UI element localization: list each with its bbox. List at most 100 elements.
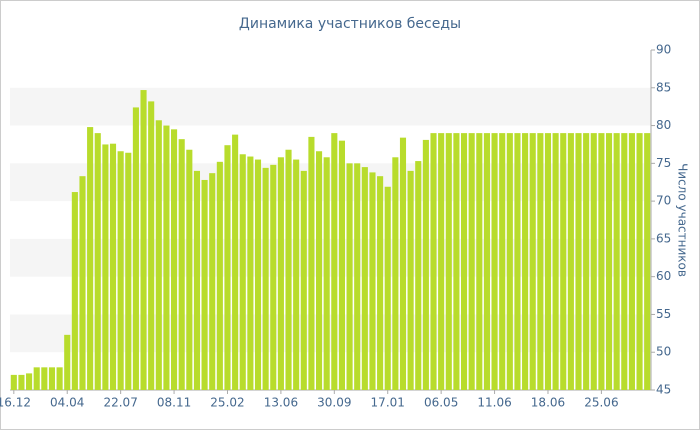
bar	[483, 133, 490, 390]
bar	[453, 133, 460, 390]
x-tick-label: 08.11	[157, 396, 191, 410]
y-tick-label: 50	[656, 345, 671, 359]
x-tick-label: 25.02	[210, 396, 244, 410]
bar	[392, 157, 399, 390]
bar	[407, 170, 414, 390]
bar	[491, 133, 498, 390]
bar	[71, 192, 78, 390]
bar	[560, 133, 567, 390]
y-tick-label: 80	[656, 118, 671, 132]
bar	[361, 167, 368, 390]
bar	[415, 161, 422, 390]
x-tick-label: 16.12	[0, 396, 31, 410]
x-tick-label: 04.04	[50, 396, 84, 410]
bar	[460, 133, 468, 390]
bar	[605, 133, 613, 390]
y-tick-label: 55	[656, 307, 671, 321]
bar	[384, 186, 391, 390]
bar	[399, 137, 407, 390]
x-tick-label: 11.06	[477, 396, 511, 410]
bar	[522, 133, 529, 390]
bar	[239, 154, 246, 390]
bar	[636, 133, 643, 390]
bar	[94, 133, 101, 390]
bar	[300, 170, 307, 390]
bar	[209, 173, 216, 390]
bar	[125, 152, 132, 390]
bar	[186, 149, 193, 390]
bar	[109, 143, 117, 390]
bar	[232, 134, 239, 390]
y-tick-label: 65	[656, 231, 671, 245]
x-tick-label: 30.09	[317, 396, 351, 410]
bar	[323, 157, 330, 390]
bar	[613, 133, 620, 390]
bar	[18, 374, 25, 390]
bar	[529, 133, 536, 390]
grid-band	[10, 238, 651, 277]
bar	[10, 374, 17, 390]
bar	[270, 164, 277, 390]
y-tick-label: 45	[656, 383, 671, 397]
bar	[514, 133, 521, 390]
x-tick-label: 18.06	[531, 396, 565, 410]
bar	[41, 367, 48, 390]
bar	[285, 149, 292, 390]
bar	[346, 163, 353, 390]
bar	[87, 127, 94, 391]
bar	[247, 156, 254, 390]
bar	[102, 144, 109, 390]
bar	[445, 133, 452, 390]
bar	[476, 133, 483, 390]
y-axis-label: Число участников	[676, 163, 690, 277]
bar	[171, 129, 178, 391]
bar	[506, 133, 513, 390]
bar	[178, 139, 185, 390]
x-tick-label: 25.06	[584, 396, 618, 410]
chart-title: Динамика участников беседы	[239, 16, 461, 32]
y-tick-label: 75	[656, 156, 671, 170]
bar	[216, 161, 223, 390]
y-tick-label: 85	[656, 80, 671, 94]
bar	[628, 133, 635, 390]
bar	[377, 176, 384, 390]
bar	[621, 133, 628, 390]
bar	[354, 163, 361, 390]
bar	[277, 157, 284, 390]
grid-band	[10, 87, 651, 126]
x-tick-label: 17.01	[371, 396, 405, 410]
y-tick-label: 70	[656, 194, 671, 208]
bar	[644, 133, 651, 390]
bar	[56, 367, 63, 390]
bar	[254, 159, 262, 390]
bar	[438, 133, 445, 390]
grid-band	[10, 163, 651, 202]
bar	[575, 133, 582, 390]
bar	[117, 151, 124, 390]
bar	[26, 373, 33, 390]
bar	[430, 133, 437, 390]
bar	[316, 151, 323, 390]
bar	[598, 133, 605, 390]
bar	[468, 133, 475, 390]
bar	[33, 367, 40, 390]
bar	[567, 133, 574, 390]
bar	[583, 133, 590, 390]
grid-band	[10, 314, 651, 353]
bar	[201, 179, 208, 390]
bar	[224, 145, 231, 390]
bar	[155, 120, 162, 391]
bar	[64, 334, 71, 390]
bar	[308, 136, 315, 390]
bar	[422, 139, 429, 390]
x-tick-label: 13.06	[264, 396, 298, 410]
bar	[338, 140, 345, 390]
bar	[537, 133, 544, 390]
bar	[369, 172, 376, 390]
y-tick-label: 90	[656, 43, 671, 57]
bar	[163, 125, 170, 391]
bar	[132, 107, 139, 390]
bar	[48, 367, 56, 390]
bar	[193, 170, 201, 390]
